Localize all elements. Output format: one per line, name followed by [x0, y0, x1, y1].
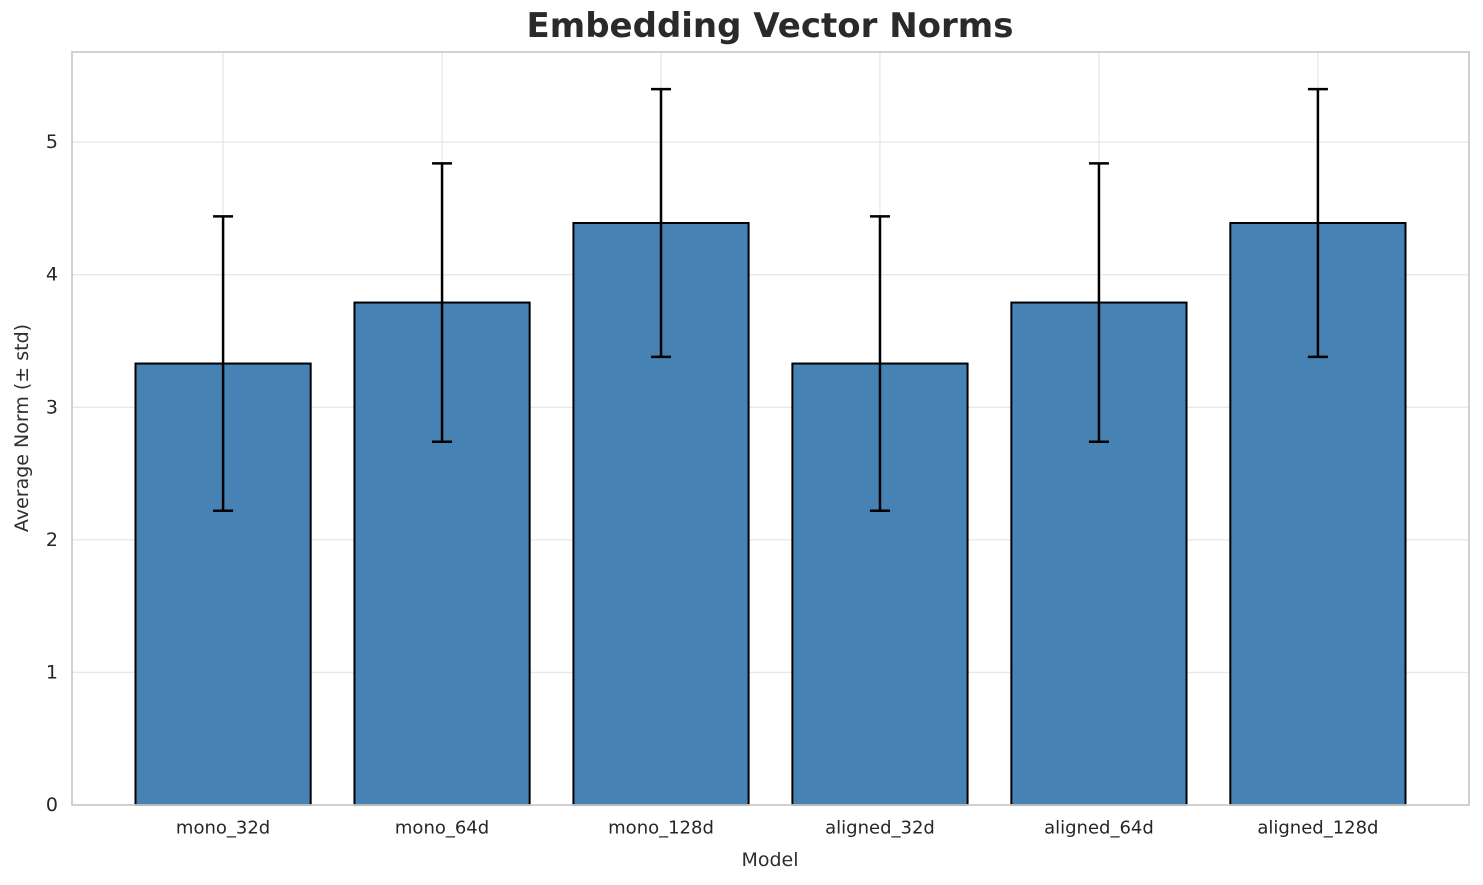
x-tick-label: mono_32d: [176, 818, 270, 839]
x-axis-label: Model: [741, 849, 799, 871]
y-tick-label: 1: [46, 661, 58, 683]
y-tick-label: 2: [46, 529, 58, 551]
axes-spines: [71, 51, 1470, 806]
chart-title: Embedding Vector Norms: [526, 6, 1014, 46]
y-tick-label: 5: [46, 131, 58, 153]
y-tick-label: 3: [46, 396, 58, 418]
y-tick-label: 4: [46, 264, 58, 286]
y-axis-label: Average Norm (± std): [11, 323, 33, 533]
x-tick-label: mono_64d: [395, 818, 489, 839]
x-tick-label: mono_128d: [608, 818, 714, 839]
x-tick-label: aligned_128d: [1257, 818, 1378, 839]
x-tick-label: aligned_64d: [1044, 818, 1154, 839]
y-tick-label: 0: [46, 794, 58, 816]
x-tick-label: aligned_32d: [825, 818, 935, 839]
